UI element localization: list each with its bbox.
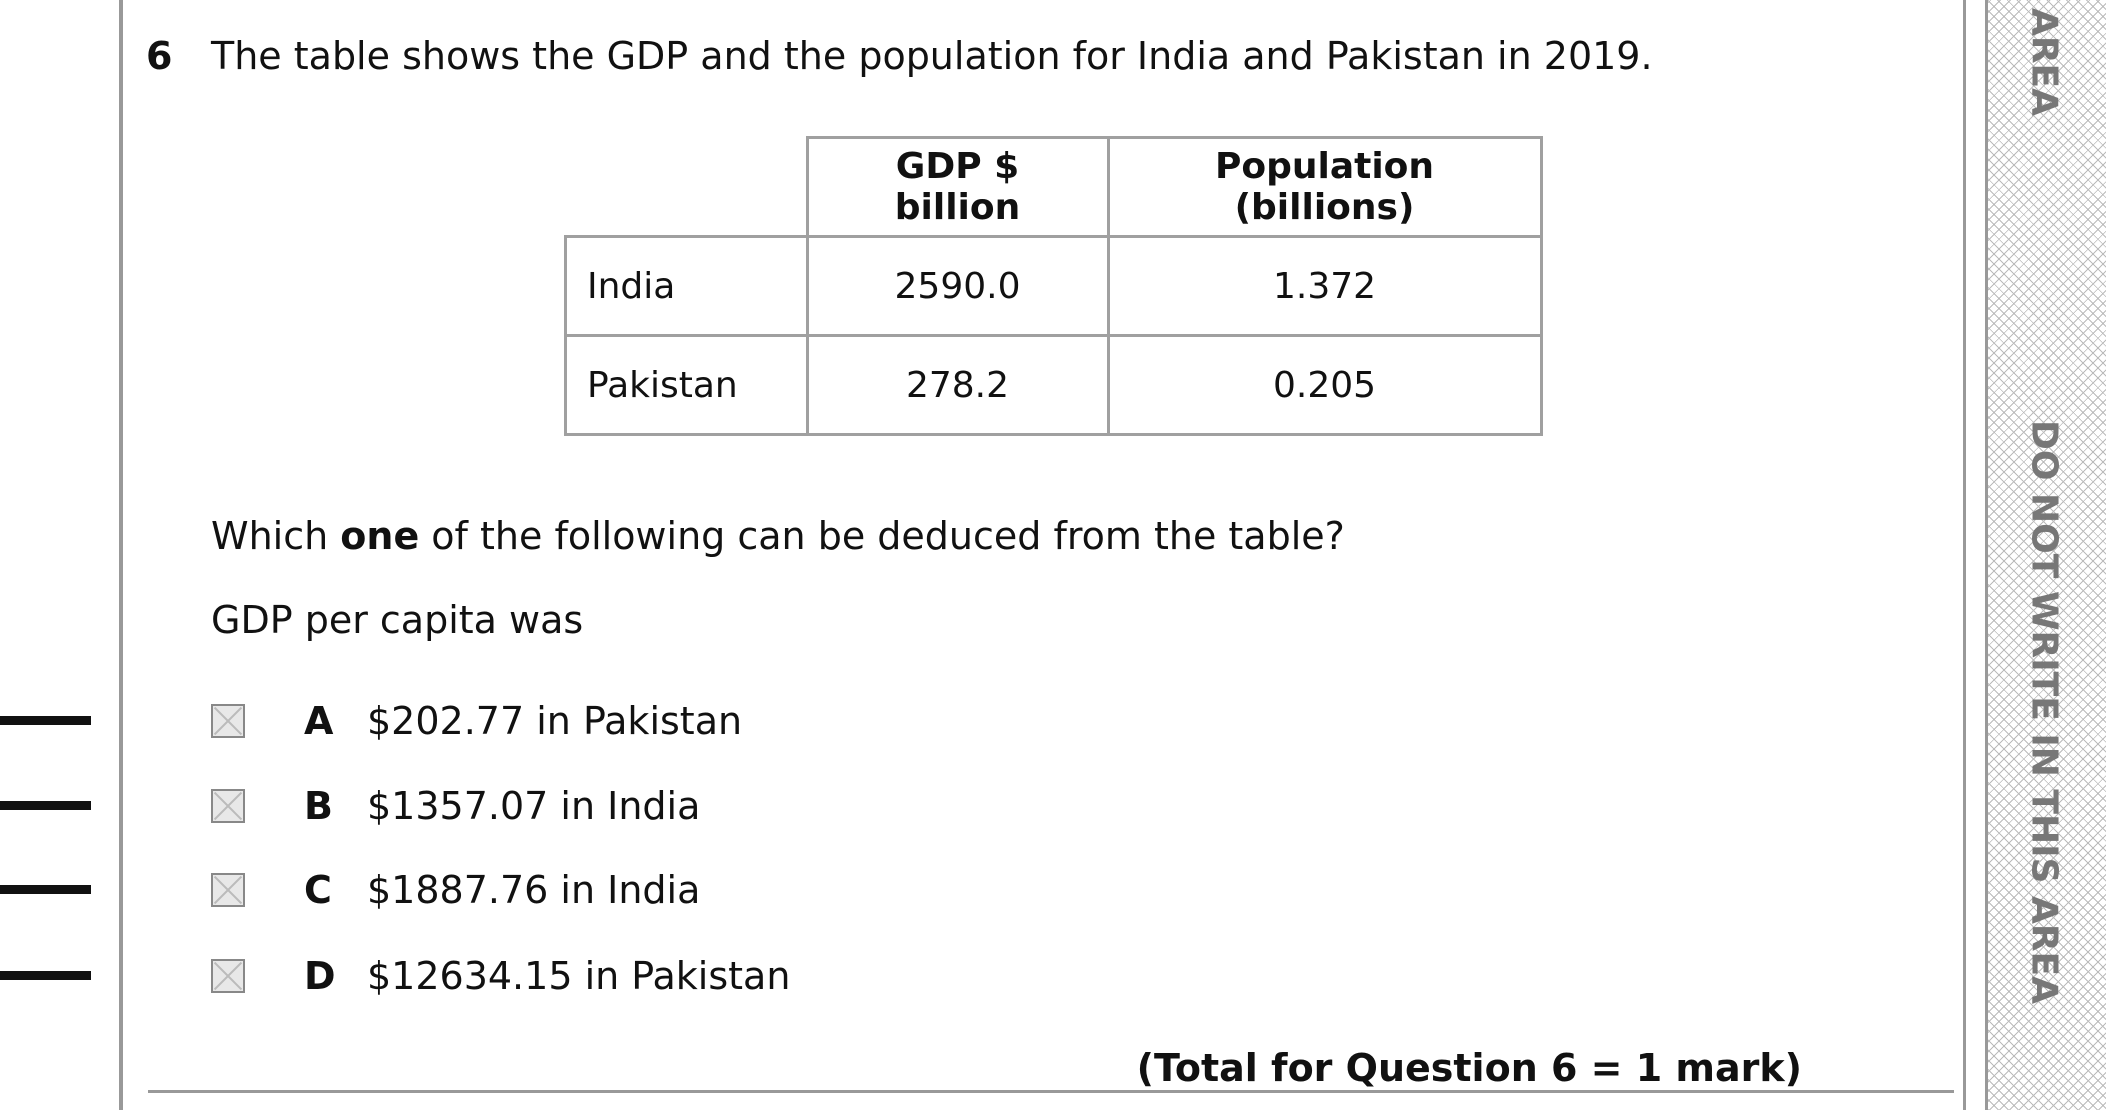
margin-bar: [0, 801, 91, 810]
margin-bar: [0, 716, 91, 725]
bottom-rule: [148, 1090, 1954, 1093]
table-row: India 2590.0 1.372: [564, 235, 1543, 337]
option-letter: D: [304, 954, 336, 998]
margin-text: AREA: [2023, 7, 2065, 117]
total-marks: (Total for Question 6 = 1 mark): [1136, 1046, 1802, 1090]
margin-bar: [0, 971, 91, 980]
answer-box[interactable]: [211, 959, 245, 993]
question-number: 6: [146, 34, 173, 78]
question-stem: The table shows the GDP and the populati…: [211, 34, 1653, 78]
option-text: $202.77 in Pakistan: [367, 699, 743, 743]
option-text: $1887.76 in India: [367, 868, 701, 912]
answer-box[interactable]: [211, 704, 245, 738]
left-border: [119, 0, 123, 1110]
lead-text: GDP per capita was: [211, 598, 584, 642]
option-text: $12634.15 in Pakistan: [367, 954, 791, 998]
option-text: $1357.07 in India: [367, 784, 701, 828]
row-label: India: [564, 235, 809, 337]
option-letter: C: [304, 868, 332, 912]
cell: 278.2: [805, 334, 1110, 436]
table-header: GDP $ billion Population (billions): [565, 136, 1543, 238]
prompt: Which one of the following can be deduce…: [211, 517, 1345, 555]
header-cell: Population (billions): [1106, 136, 1543, 238]
prompt-text: of the following can be deduced from the…: [419, 514, 1345, 558]
row-label: Pakistan: [564, 334, 809, 436]
margin-bar: [0, 885, 91, 894]
cell: 2590.0: [805, 235, 1110, 337]
data-table: GDP $ billion Population (billions) Indi…: [564, 136, 1543, 436]
prompt-emphasis: one: [340, 514, 420, 558]
answer-box[interactable]: [211, 873, 245, 907]
option-letter: B: [304, 784, 333, 828]
margin-hatch: [1985, 0, 2106, 1110]
right-border: [1963, 0, 1966, 1110]
cell: 0.205: [1106, 334, 1543, 436]
cell: 1.372: [1106, 235, 1543, 337]
option-letter: A: [304, 699, 334, 743]
table-row: Pakistan 278.2 0.205: [564, 334, 1543, 436]
empty-cell: [565, 137, 809, 238]
margin-text: DO NOT WRITE IN THIS AREA: [2023, 420, 2065, 1004]
answer-box[interactable]: [211, 789, 245, 823]
header-cell: GDP $ billion: [805, 136, 1110, 238]
prompt-text: Which: [211, 514, 341, 558]
